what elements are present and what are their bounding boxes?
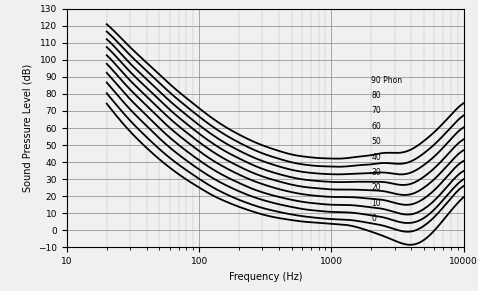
Text: 20: 20 [371, 183, 381, 192]
X-axis label: Frequency (Hz): Frequency (Hz) [228, 272, 302, 282]
Text: 0: 0 [371, 214, 376, 223]
Text: 80: 80 [371, 91, 381, 100]
Text: 70: 70 [371, 107, 381, 116]
Text: 30: 30 [371, 168, 381, 177]
Text: 50: 50 [371, 137, 381, 146]
Y-axis label: Sound Pressure Level (dB): Sound Pressure Level (dB) [22, 64, 33, 192]
Text: 10: 10 [371, 198, 381, 207]
Text: 90 Phon: 90 Phon [371, 76, 402, 85]
Text: 60: 60 [371, 122, 381, 131]
Text: 40: 40 [371, 152, 381, 162]
